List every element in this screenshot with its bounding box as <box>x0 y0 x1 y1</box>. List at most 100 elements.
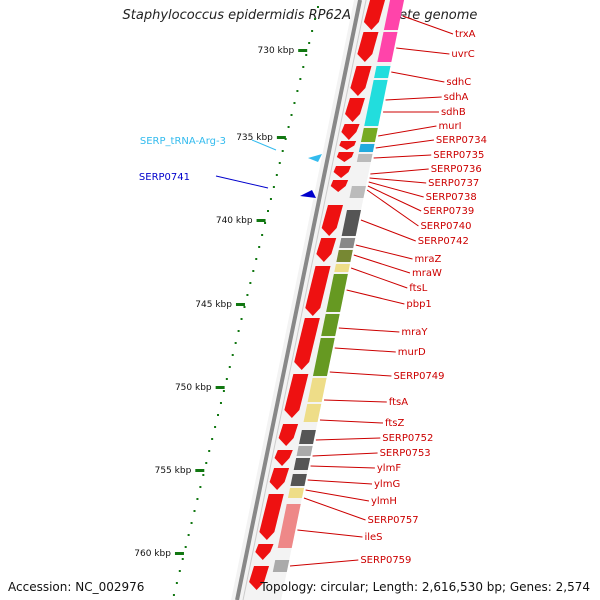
scale-dot <box>175 582 178 584</box>
right-gene-label: SERP0742 <box>418 236 469 247</box>
kbp-tick-mark <box>215 386 225 389</box>
scale-dot <box>217 414 220 416</box>
kbp-tick-mark <box>174 552 184 555</box>
right-label-leader <box>315 437 381 441</box>
topology-text: Topology: circular; Length: 2,616,530 bp… <box>260 580 590 594</box>
gene-box <box>383 0 405 30</box>
gene-box <box>272 560 290 572</box>
right-gene-label: ftsA <box>389 397 408 408</box>
scale-dot <box>193 510 196 512</box>
scale-dot <box>202 474 205 476</box>
gene-box <box>287 488 305 498</box>
right-gene-label: SERP0734 <box>436 135 487 146</box>
right-gene-label: sdhA <box>444 92 469 103</box>
forward-gene-arrow <box>350 66 372 96</box>
scale-dot <box>296 90 299 92</box>
kbp-tick-mark <box>195 469 205 472</box>
scale-dot <box>214 426 217 428</box>
forward-gene-arrow <box>330 180 349 192</box>
scale-dot <box>184 546 187 548</box>
scale-dot <box>272 186 275 188</box>
kbp-tick-mark <box>235 303 245 306</box>
scale-dot <box>261 234 264 236</box>
scale-dot <box>252 270 255 272</box>
kbp-tick-label: 755 kbp <box>155 466 192 476</box>
forward-gene-arrow <box>294 318 320 370</box>
scale-dot <box>269 198 272 200</box>
right-label-leader <box>346 289 405 305</box>
gene-box <box>341 210 361 236</box>
forward-gene-arrow <box>259 494 284 540</box>
right-label-leader <box>289 559 359 567</box>
kbp-tick-label: 760 kbp <box>134 549 171 559</box>
scale-dot <box>228 366 231 368</box>
scale-dot <box>264 222 267 224</box>
scale-dot <box>190 522 193 524</box>
scale-dot <box>314 18 317 20</box>
right-label-leader <box>353 254 411 274</box>
scale-dot <box>246 294 249 296</box>
scale-dot <box>305 54 308 56</box>
kbp-tick-label: 740 kbp <box>216 216 253 226</box>
left-gene-label: SERP0741 <box>139 172 190 183</box>
right-label-leader <box>329 371 392 377</box>
gene-box <box>326 274 348 312</box>
scale-dot <box>181 558 184 560</box>
right-label-leader <box>319 419 384 424</box>
forward-gene-arrow <box>339 141 357 150</box>
scale-dot <box>208 450 211 452</box>
scale-dot <box>243 306 246 308</box>
accession-text: Accession: NC_002976 <box>8 580 145 594</box>
scale-dot <box>308 42 311 44</box>
right-gene-label: ftsZ <box>385 418 404 429</box>
gene-box <box>307 378 327 402</box>
right-gene-label: murI <box>438 121 461 132</box>
scale-dot <box>255 258 258 260</box>
gene-box <box>349 186 366 198</box>
forward-gene-arrow <box>269 468 290 490</box>
right-label-leader <box>355 244 413 260</box>
right-label-leader <box>305 489 370 502</box>
gene-box <box>356 154 373 162</box>
right-label-leader <box>360 219 416 242</box>
scale-dot <box>237 330 240 332</box>
scale-dot <box>187 534 190 536</box>
forward-gene-arrow <box>284 374 309 418</box>
gene-box <box>321 314 340 336</box>
kbp-tick-label: 735 kbp <box>236 133 273 143</box>
gene-box <box>303 404 322 422</box>
forward-gene-arrow <box>336 152 354 162</box>
scale-dot <box>316 6 319 8</box>
forward-gene-arrow <box>278 424 299 446</box>
gene-box <box>290 474 307 486</box>
right-label-leader <box>378 125 437 137</box>
forward-gene-arrow <box>345 98 365 122</box>
gene-box <box>358 144 375 152</box>
right-label-leader <box>338 327 400 333</box>
forward-gene-arrow <box>249 566 270 590</box>
right-label-leader <box>334 347 396 353</box>
right-gene-label: ylmF <box>377 463 401 474</box>
scale-dot <box>275 174 278 176</box>
right-label-leader <box>370 168 429 175</box>
scale-dot <box>240 318 243 320</box>
scale-dot <box>258 246 261 248</box>
right-gene-label: ileS <box>364 532 382 543</box>
right-label-leader <box>303 497 366 521</box>
right-gene-label: sdhB <box>441 107 466 118</box>
right-label-leader <box>366 189 419 227</box>
gene-box <box>312 338 335 376</box>
gene-box <box>336 250 353 262</box>
scale-dot <box>219 402 222 404</box>
right-gene-label: SERP0737 <box>428 178 479 189</box>
right-label-leader <box>396 47 450 55</box>
right-label-leader <box>375 139 434 149</box>
scale-dot <box>222 390 225 392</box>
blue-gene-arrow <box>300 190 316 198</box>
right-label-leader <box>385 96 442 101</box>
right-label-leader <box>373 154 432 159</box>
scale-dot <box>196 498 199 500</box>
left-label-leader <box>215 175 269 189</box>
right-label-leader <box>307 479 373 485</box>
